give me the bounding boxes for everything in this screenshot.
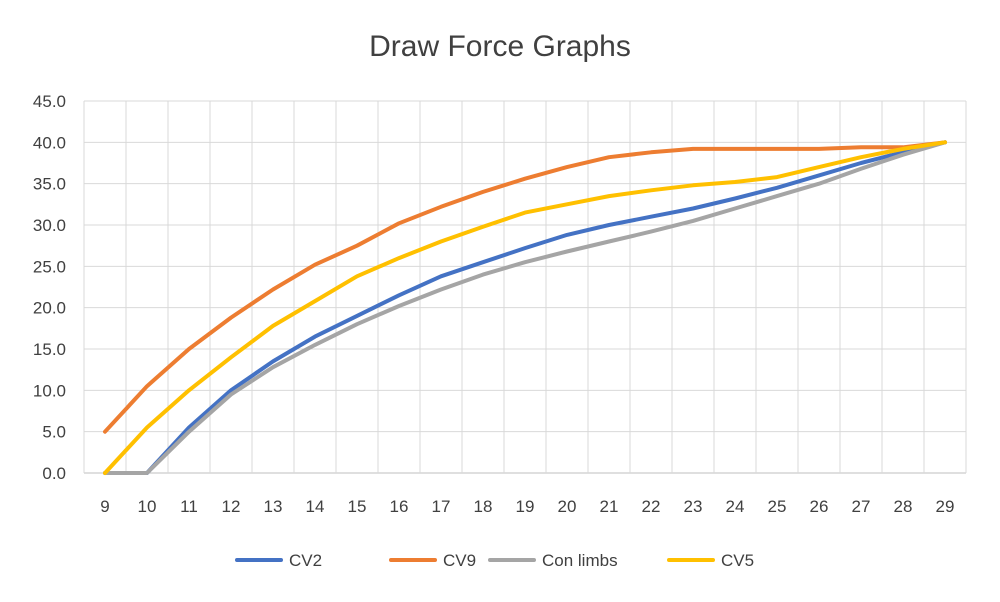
y-tick-label: 20.0 [33, 299, 66, 318]
x-tick-label: 20 [558, 497, 577, 516]
legend-label: CV5 [721, 551, 754, 570]
y-tick-label: 45.0 [33, 92, 66, 111]
chart-title: Draw Force Graphs [369, 30, 631, 63]
grid [83, 100, 967, 474]
legend-label: CV2 [289, 551, 322, 570]
x-tick-label: 17 [432, 497, 451, 516]
series-line-cv2 [103, 140, 947, 475]
legend-label: CV9 [443, 551, 476, 570]
x-tick-label: 27 [852, 497, 871, 516]
y-tick-label: 30.0 [33, 216, 66, 235]
series-line-cv9 [103, 140, 947, 434]
x-tick-label: 18 [474, 497, 493, 516]
x-tick-label: 9 [100, 497, 109, 516]
legend-label: Con limbs [542, 551, 618, 570]
y-tick-label: 15.0 [33, 340, 66, 359]
y-tick-label: 40.0 [33, 133, 66, 152]
x-tick-label: 10 [138, 497, 157, 516]
x-tick-label: 25 [768, 497, 787, 516]
x-tick-label: 21 [600, 497, 619, 516]
x-tick-label: 12 [222, 497, 241, 516]
y-tick-label: 25.0 [33, 257, 66, 276]
x-tick-label: 23 [684, 497, 703, 516]
x-axis-tick-labels: 9 10 11 12 13 14 15 16 17 18 19 20 21 22 23 24 25 26 27 28 2… [100, 497, 954, 516]
y-tick-label: 5.0 [42, 423, 66, 442]
x-tick-label: 11 [180, 497, 198, 516]
y-axis-tick-labels: 0.0 5.0 10.0 15.0 20.0 25.0 30.0 35.0 40.0 45.0 [33, 92, 66, 483]
series-lines [103, 140, 947, 475]
y-tick-label: 0.0 [42, 464, 66, 483]
x-tick-label: 28 [894, 497, 913, 516]
x-tick-label: 29 [936, 497, 955, 516]
x-tick-label: 24 [726, 497, 745, 516]
y-tick-label: 35.0 [33, 175, 66, 194]
x-tick-label: 19 [516, 497, 535, 516]
legend: CV2 CV9 Con limbs CV5 [235, 551, 754, 570]
x-tick-label: 13 [264, 497, 283, 516]
series-line-con-limbs [103, 140, 947, 475]
x-tick-label: 22 [642, 497, 661, 516]
x-tick-label: 15 [348, 497, 367, 516]
y-tick-label: 10.0 [33, 381, 66, 400]
x-tick-label: 26 [810, 497, 829, 516]
x-tick-label: 14 [306, 497, 325, 516]
x-tick-label: 16 [390, 497, 409, 516]
series-line-cv5 [103, 140, 947, 475]
